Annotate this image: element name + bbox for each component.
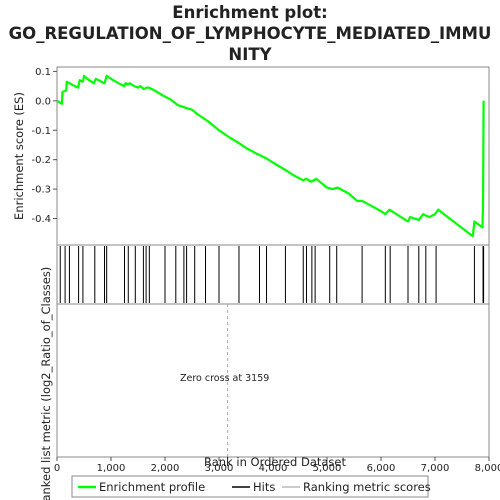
x-tick-label: 8,000 [475,463,500,474]
es-y-axis: 0.1 0.0 -0.1 -0.2 -0.3 -0.4 [31,67,57,225]
hit-lines [59,246,485,303]
x-axis: 0 1,000 2,000 3,000 4,000 5,000 6,000 7,000 8,00… [54,457,500,474]
x-tick-label: 4,000 [259,463,288,474]
es-panel [56,66,490,246]
legend: Enrichment profile Hits Ranking metric s… [71,475,431,498]
y-axis-label-es: Enrichment score (ES) [12,92,26,220]
zero-cross-label: Zero cross at 3159 [180,373,269,384]
chart-title-line-2: GO_REGULATION_OF_LYMPHOCYTE_MEDIATED_IMM… [9,24,492,43]
x-tick-label: 2,000 [151,463,180,474]
y-tick-label: -0.3 [31,185,51,196]
y-tick-label: 0.1 [35,67,51,78]
y-tick-label: -0.4 [31,214,51,225]
x-tick-label: 7,000 [421,463,450,474]
x-tick-label: 5,000 [313,463,342,474]
x-tick-label: 0 [54,463,60,474]
y-tick-label: 0.0 [35,96,51,107]
chart-title-line-3: NITY [228,45,272,64]
x-axis-label: Rank in Ordered Dataset [204,455,347,469]
legend-hits-label: Hits [253,480,275,494]
metric-panel [56,303,490,458]
y-axis-label-metric: Ranked list metric (log2_Ratio_of_Classe… [39,267,53,500]
hits-panel [56,244,490,305]
enrichment-profile-line [56,74,485,238]
legend-enrichment-label: Enrichment profile [99,480,205,494]
x-tick-label: 1,000 [97,463,126,474]
legend-metric-label: Ranking metric scores [303,480,431,494]
x-tick-label: 6,000 [367,463,396,474]
x-tick-label: 3,000 [205,463,234,474]
y-tick-label: -0.1 [31,126,51,137]
y-tick-label: -0.2 [31,155,51,166]
chart-title-line-1: Enrichment plot: [172,3,327,22]
